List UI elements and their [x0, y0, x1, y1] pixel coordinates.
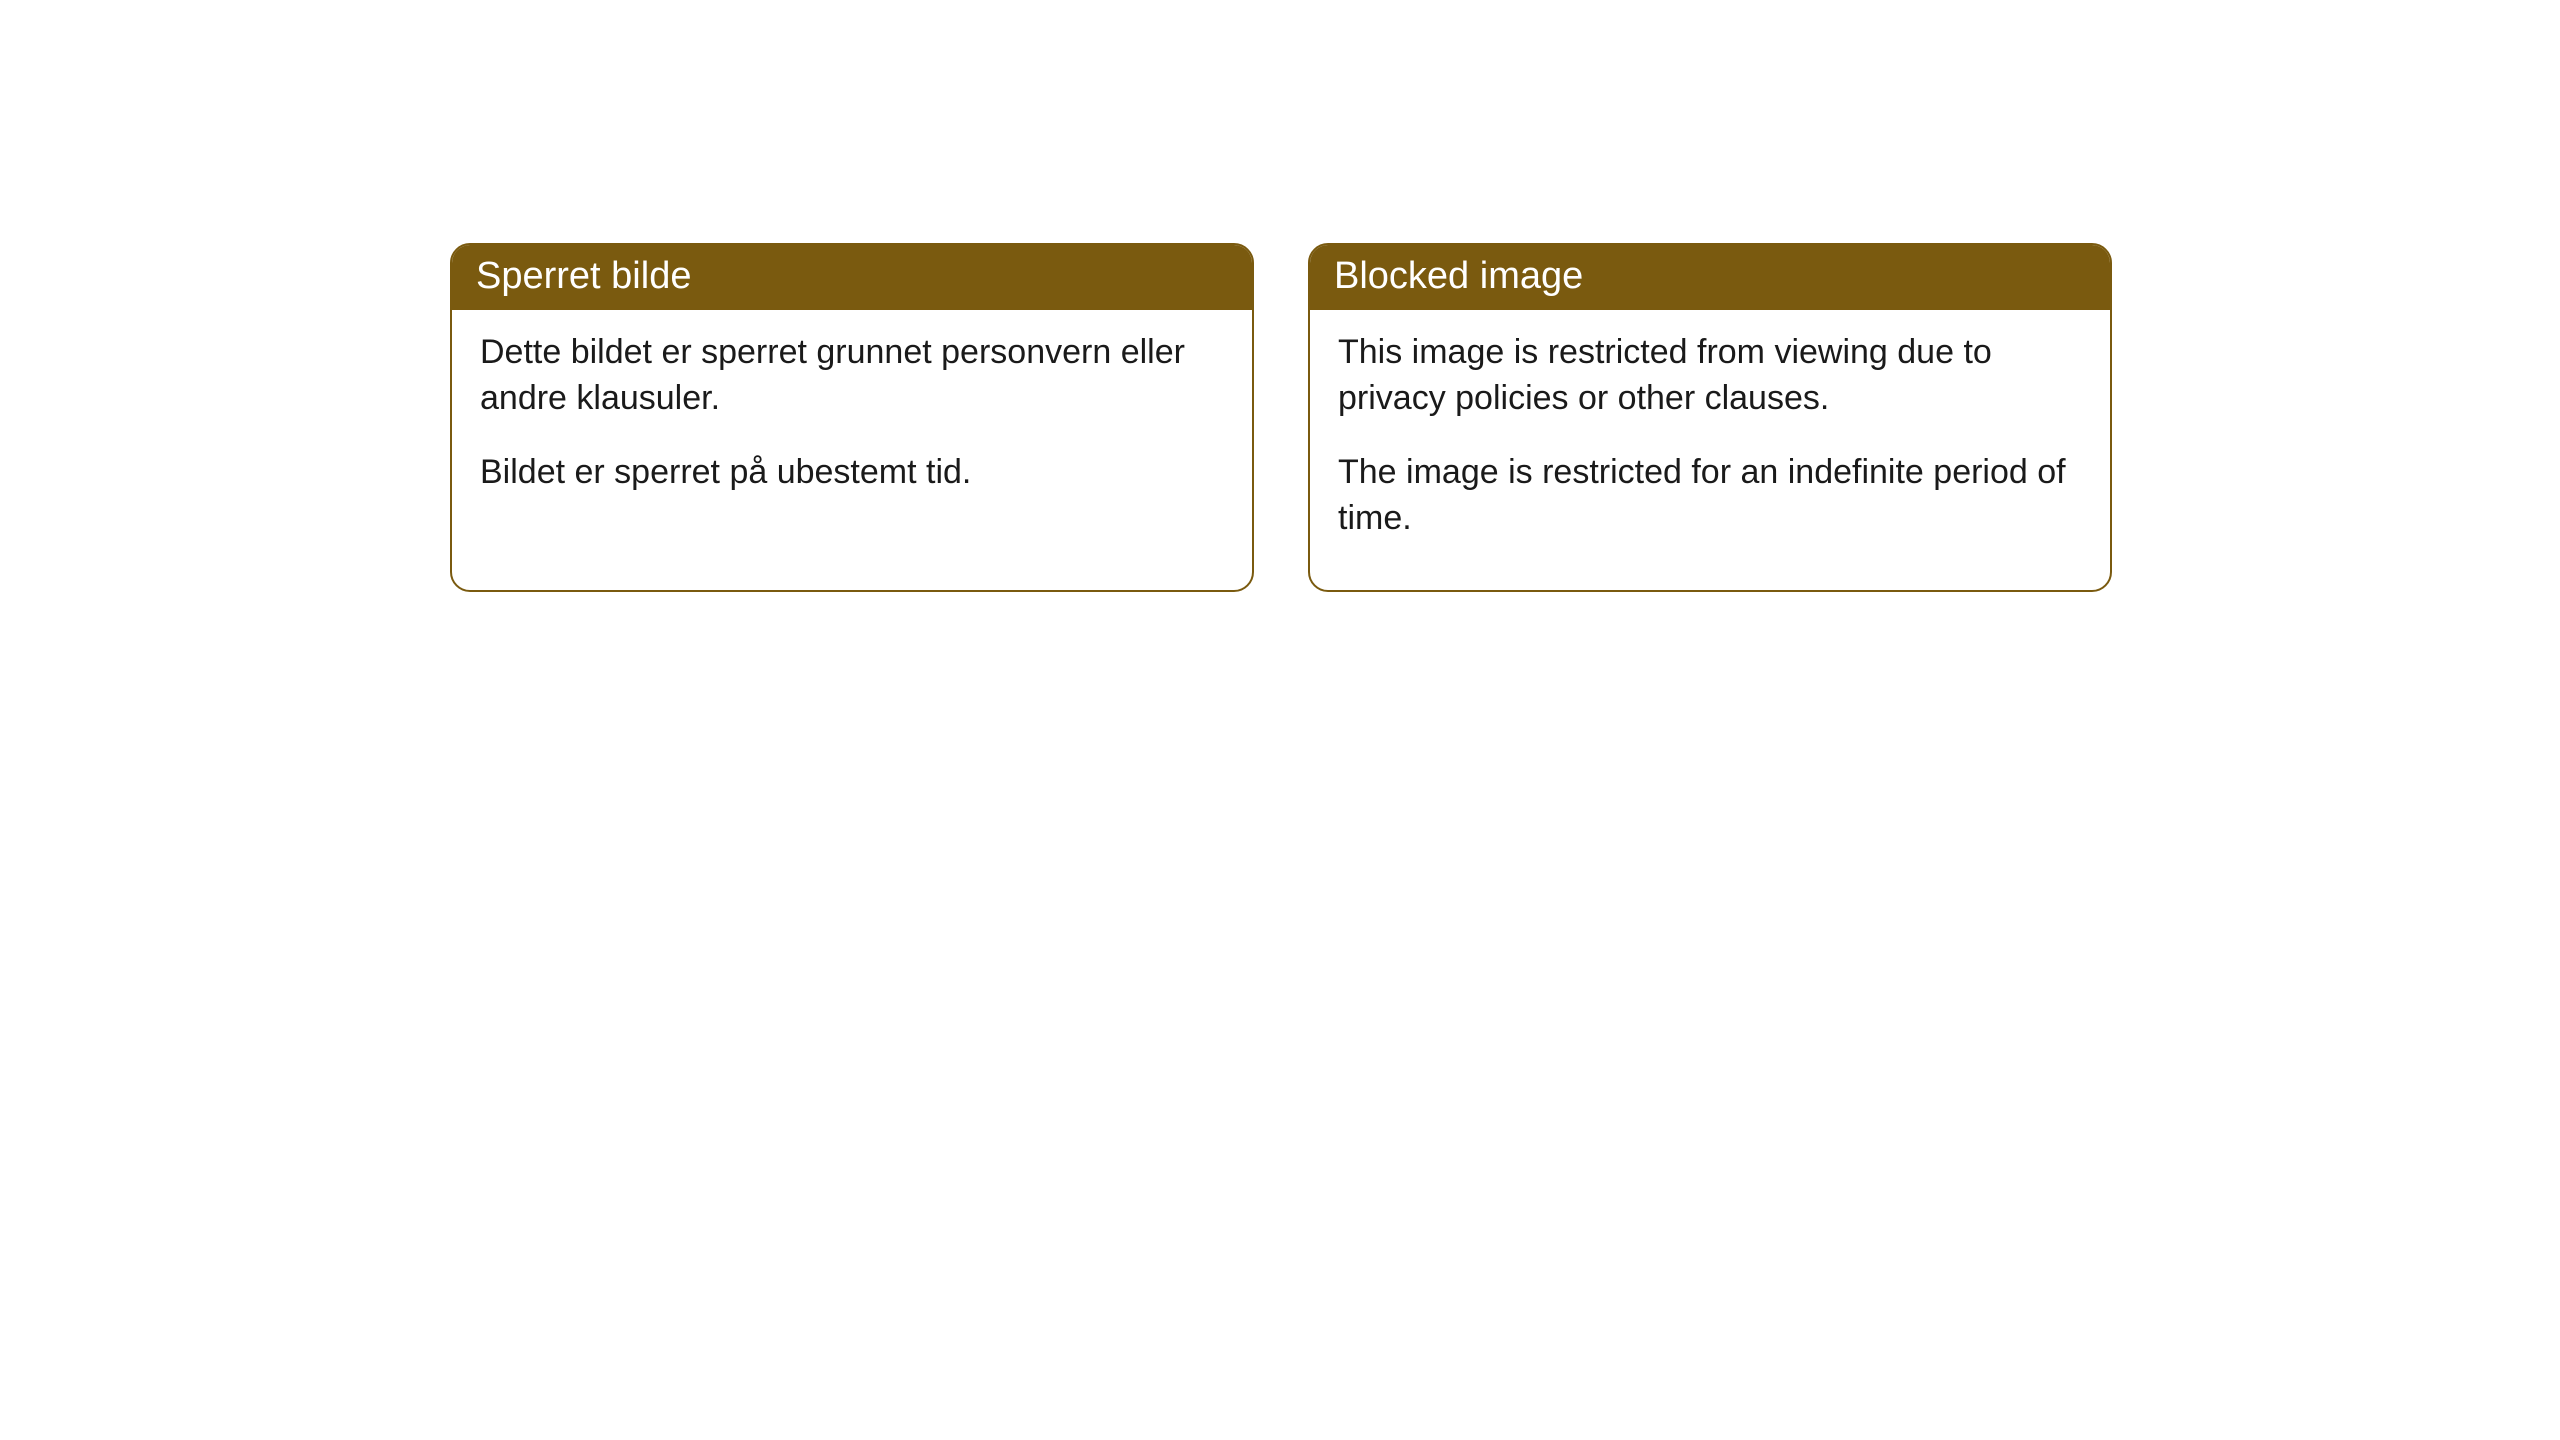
notice-card-norwegian: Sperret bilde Dette bildet er sperret gr… — [450, 243, 1254, 592]
card-body-norwegian: Dette bildet er sperret grunnet personve… — [452, 310, 1252, 544]
card-body-english: This image is restricted from viewing du… — [1310, 310, 2110, 590]
card-paragraph-2: Bildet er sperret på ubestemt tid. — [480, 450, 1224, 496]
card-title: Blocked image — [1334, 255, 1583, 297]
card-paragraph-2: The image is restricted for an indefinit… — [1338, 450, 2082, 542]
card-title: Sperret bilde — [476, 255, 691, 297]
card-header-norwegian: Sperret bilde — [452, 245, 1252, 310]
card-header-english: Blocked image — [1310, 245, 2110, 310]
card-paragraph-1: This image is restricted from viewing du… — [1338, 330, 2082, 422]
notice-card-english: Blocked image This image is restricted f… — [1308, 243, 2112, 592]
notice-cards-container: Sperret bilde Dette bildet er sperret gr… — [450, 243, 2112, 592]
card-paragraph-1: Dette bildet er sperret grunnet personve… — [480, 330, 1224, 422]
